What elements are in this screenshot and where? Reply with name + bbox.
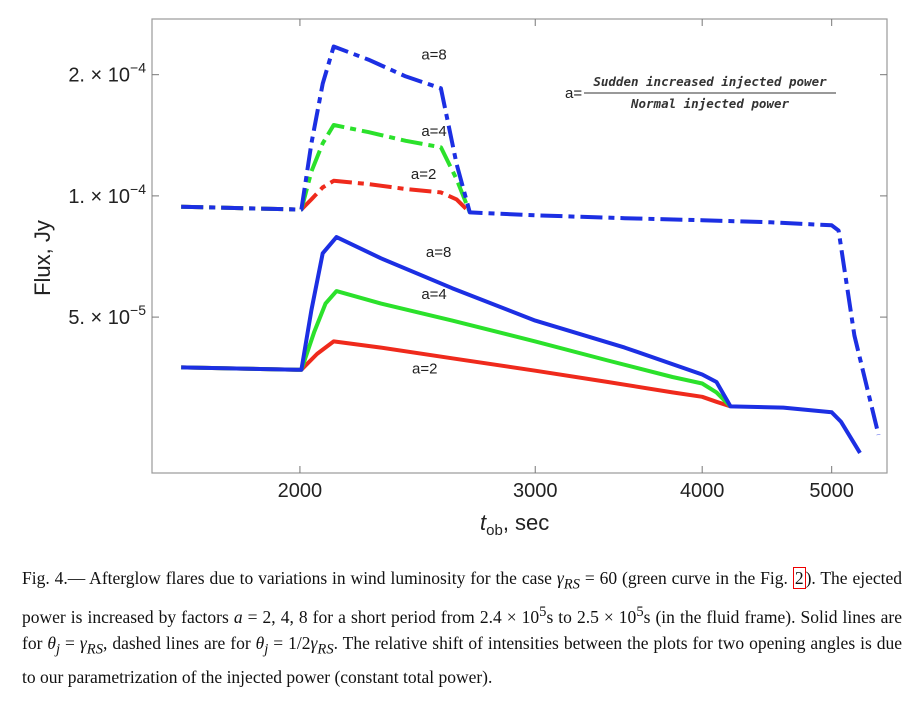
curve-labels: a=8 a=4 a=2 a=8 a=4 a=2: [411, 47, 451, 378]
annotation-numerator: Sudden increased injected power: [593, 74, 827, 89]
x-tick-label: 5000: [809, 480, 854, 502]
curve-label: a=4: [421, 123, 446, 140]
curve-label: a=2: [412, 361, 437, 378]
x-tick-label: 4000: [680, 480, 725, 502]
annotation-denominator: Normal injected power: [630, 96, 790, 111]
series-line-a-2-dashed: [181, 178, 472, 214]
annotation-formula: a= Sudden increased injected power Norma…: [565, 74, 836, 111]
curve-label: a=8: [426, 244, 451, 261]
x-axis-title-sub: ob: [486, 522, 503, 539]
series-lines: [181, 44, 881, 454]
y-axis-title: Flux, Jy: [30, 220, 55, 296]
x-axis-title-unit: , sec: [503, 510, 549, 535]
series-line-a-8-dashed: [181, 44, 881, 436]
series-line-a-4-dashed: [181, 123, 472, 214]
figure-caption: Fig. 4.— Afterglow flares due to variati…: [22, 567, 903, 687]
x-tick-label: 3000: [513, 480, 558, 502]
series-line-a-8-solid: [181, 235, 862, 454]
y-tick-label: 1. × 10−4: [68, 181, 146, 208]
flux-chart: 2000 3000 4000 5000 5. × 10−5 1. × 10−4 2. × 1…: [30, 18, 888, 539]
x-tick-label: 2000: [278, 480, 323, 502]
series-line-a-2-solid: [181, 339, 732, 409]
y-tick-label: 2. × 10−4: [68, 60, 146, 87]
curve-label: a=8: [421, 47, 446, 64]
curve-label: a=4: [421, 286, 446, 303]
axis-ticks: 2000 3000 4000 5000 5. × 10−5 1. × 10−4 2. × 1…: [68, 19, 887, 502]
plot-frame: [151, 18, 888, 474]
curve-label: a=2: [411, 166, 436, 183]
annotation-lhs: a=: [565, 85, 582, 102]
y-tick-label: 5. × 10−5: [68, 302, 146, 329]
x-axis-title: tob, sec: [480, 510, 549, 539]
x-axis-title-main: t: [480, 510, 487, 535]
